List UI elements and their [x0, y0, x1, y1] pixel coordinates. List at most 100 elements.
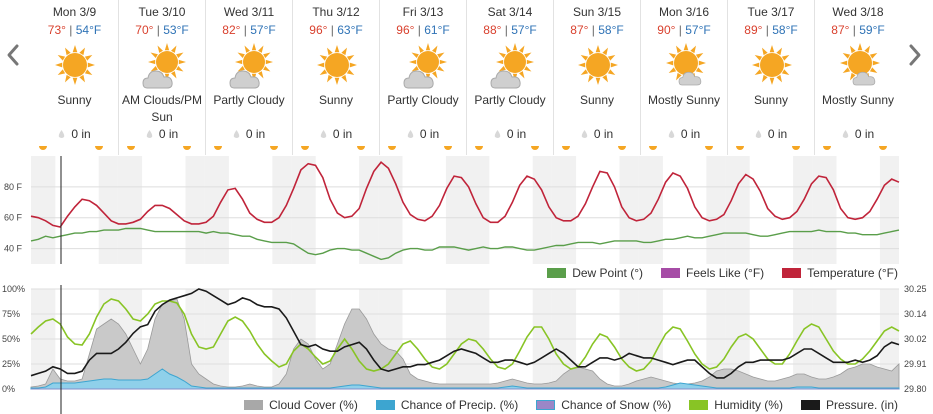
partly-cloudy-icon: [398, 40, 450, 90]
legend-swatch: [244, 400, 264, 410]
day-date: Wed 3/18: [832, 5, 884, 19]
day-column[interactable]: Mon 3/9 73° | 54°F Sunny 0 in: [31, 0, 118, 155]
temperature-line: [30, 161, 900, 228]
low-temp: 57°F: [250, 23, 276, 37]
legend-cloud-cover[interactable]: Cloud Cover (%): [244, 398, 358, 412]
raindrop-icon: [320, 130, 327, 138]
night-bands: [31, 156, 899, 264]
temp-separator: |: [504, 23, 508, 37]
sunset-icon: [618, 146, 626, 150]
day-precip: 0 in: [467, 127, 553, 141]
day-column[interactable]: Fri 3/13 96° | 61°F Partly Cloudy 0 in: [379, 0, 466, 155]
sunrise-icon: [301, 146, 309, 150]
y2-tick-label: 30.25: [904, 285, 927, 294]
legend-precip[interactable]: Chance of Precip. (%): [375, 398, 519, 412]
night-band: [793, 156, 813, 264]
partly-cloudy-icon: [224, 40, 276, 90]
y-tick-label: 75%: [2, 309, 20, 319]
legend-pressure[interactable]: Pressure. (in): [800, 398, 898, 412]
night-band: [706, 156, 726, 264]
sunrise-icon: [127, 146, 135, 150]
legend-feels-like[interactable]: Feels Like (°F): [661, 266, 764, 280]
night-band: [117, 156, 143, 264]
night-band: [185, 156, 205, 264]
day-temps: 82° | 57°F: [206, 23, 292, 37]
y-tick-label: 100%: [2, 285, 25, 294]
chevron-left-icon: [7, 44, 19, 66]
y2-tick-label: 30.14: [904, 309, 927, 319]
sunrise-icon: [214, 146, 222, 150]
low-temp: 57°F: [511, 23, 537, 37]
day-precip: 0 in: [206, 127, 292, 141]
legend-label: Feels Like (°F): [686, 266, 765, 280]
day-condition: Partly Cloudy: [213, 93, 285, 107]
precip-amount: 0 in: [593, 127, 614, 141]
raindrop-icon: [494, 130, 501, 138]
high-temp: 88°: [483, 23, 502, 37]
sunrise-icon: [388, 146, 396, 150]
y2-tick-label: 30.02: [904, 334, 927, 344]
raindrop-icon: [755, 130, 762, 138]
raindrop-icon: [233, 130, 240, 138]
legend-label: Temperature (°F): [807, 266, 898, 280]
legend-swatch: [689, 400, 709, 410]
day-date: Sat 3/14: [487, 5, 533, 19]
temperature-legend: Dew Point (°) Feels Like (°F) Temperatur…: [547, 266, 898, 280]
low-temp: 58°F: [598, 23, 624, 37]
day-column[interactable]: Wed 3/18 87° | 59°F Mostly Sunny 0 in: [814, 0, 901, 155]
temp-separator: |: [765, 23, 769, 37]
legend-temperature[interactable]: Temperature (°F): [782, 266, 898, 280]
low-temp: 54°F: [75, 23, 102, 37]
high-temp: 96°: [309, 23, 328, 37]
precip-amount: 0 in: [680, 127, 701, 141]
humidity-pressure-chart: 100% 75% 50% 25% 0% 30.25 30.14 30.02 29.91 29.80: [2, 285, 927, 414]
temperature-chart: 80 F 60 F 40 F: [4, 156, 900, 264]
sunrise-icon: [39, 146, 47, 150]
night-band: [725, 156, 750, 264]
day-precip: 0 in: [293, 127, 379, 141]
low-temp: 59°F: [859, 23, 885, 37]
raindrop-icon: [146, 130, 153, 138]
legend-label: Chance of Precip. (%): [400, 398, 519, 412]
day-date: Sun 3/15: [572, 5, 622, 19]
day-column[interactable]: Tue 3/10 70° | 53°F AM Clouds/PM Sun 0 i…: [118, 0, 205, 155]
temp-separator: |: [69, 23, 73, 37]
chevron-right-icon: [909, 44, 921, 66]
day-precip: 0 in: [554, 127, 640, 141]
day-column[interactable]: Mon 3/16 90° | 57°F Mostly Sunny 0 in: [640, 0, 727, 155]
day-column[interactable]: Sat 3/14 88° | 57°F Partly Cloudy 0 in: [466, 0, 553, 155]
day-column[interactable]: Wed 3/11 82° | 57°F Partly Cloudy 0 in: [205, 0, 292, 155]
day-precip: 0 in: [641, 127, 727, 141]
legend-swatch: [547, 268, 567, 278]
partly-cloudy-icon: [137, 40, 189, 90]
temp-separator: |: [591, 23, 595, 37]
sun-icon: [746, 40, 798, 90]
legend-label: Cloud Cover (%): [269, 398, 358, 412]
y2-tick-label: 29.80: [904, 384, 927, 394]
high-temp: 89°: [744, 23, 763, 37]
prev-days-button[interactable]: [4, 40, 22, 70]
day-condition: Mostly Sunny: [647, 93, 721, 107]
y-tick-label: 80 F: [4, 182, 23, 192]
temp-separator: |: [678, 23, 682, 37]
temp-separator: |: [852, 23, 856, 37]
precip-amount: 0 in: [767, 127, 788, 141]
day-date: Tue 3/10: [138, 5, 186, 19]
legend-snow[interactable]: Chance of Snow (%): [536, 398, 671, 412]
low-temp: 53°F: [163, 23, 189, 37]
day-column[interactable]: Thu 3/12 96° | 63°F Sunny 0 in: [292, 0, 379, 155]
day-column[interactable]: Tue 3/17 89° | 58°F Sunny 0 in: [727, 0, 814, 155]
night-band: [359, 156, 379, 264]
precip-amount: 0 in: [158, 127, 179, 141]
sunrise-icon: [649, 146, 657, 150]
high-temp: 96°: [396, 23, 415, 37]
legend-humidity[interactable]: Humidity (%): [689, 398, 783, 412]
day-column[interactable]: Sun 3/15 87° | 58°F Sunny 0 in: [553, 0, 640, 155]
legend-dew-point[interactable]: Dew Point (°): [547, 266, 643, 280]
day-condition: Mostly Sunny: [821, 93, 895, 107]
y-tick-label: 0%: [2, 384, 15, 394]
sunset-icon: [705, 146, 713, 150]
day-condition: Sunny: [318, 93, 354, 107]
next-days-button[interactable]: [906, 40, 924, 70]
sunset-icon: [270, 146, 278, 150]
